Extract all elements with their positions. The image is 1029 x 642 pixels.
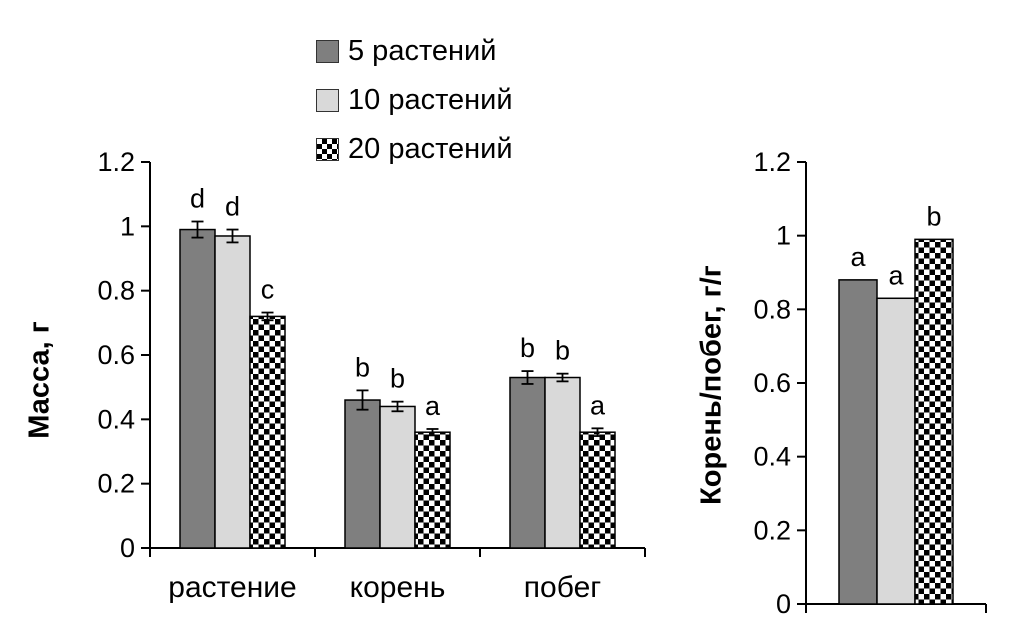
legend-item-10-plants: 10 растений	[316, 81, 513, 119]
significance-letter: a	[425, 391, 441, 421]
y-tick-label: 1.2	[97, 147, 135, 177]
y-tick-label: 0.8	[97, 276, 135, 306]
bar	[249, 315, 286, 549]
significance-letter: b	[390, 364, 405, 394]
y-tick-label: 0	[776, 589, 791, 619]
bar	[509, 376, 546, 549]
legend-swatch-solid-light	[316, 88, 339, 112]
legend-label: 5 растений	[348, 34, 497, 67]
bar	[838, 279, 878, 605]
bar	[914, 238, 954, 605]
significance-letter: b	[520, 333, 535, 363]
x-category-label: побег	[524, 571, 601, 604]
y-tick-label: 0	[120, 533, 135, 563]
bar	[214, 235, 251, 549]
legend-swatch-checker	[316, 137, 339, 161]
bar	[544, 376, 581, 549]
significance-letter: a	[850, 242, 866, 272]
bar	[414, 431, 451, 549]
legend-label: 10 растений	[348, 83, 513, 116]
legend-swatch-solid-dark	[316, 39, 339, 63]
y-tick-label: 0.4	[753, 442, 791, 472]
y-tick-label: 0.6	[753, 368, 791, 398]
x-category-label: корень	[350, 571, 446, 604]
y-tick-label: 1.2	[753, 147, 791, 177]
y-tick-label: 0.6	[97, 340, 135, 370]
significance-letter: b	[555, 336, 570, 366]
right-y-axis-title: Корень/побег, г/г	[695, 265, 728, 505]
significance-letter: a	[590, 390, 606, 420]
bar	[579, 431, 616, 549]
left-y-axis-title: Масса, г	[23, 321, 56, 439]
significance-letter: a	[888, 260, 904, 290]
bar	[379, 405, 416, 549]
significance-letter: b	[355, 352, 370, 382]
legend-label: 20 растений	[348, 132, 513, 165]
y-tick-label: 0.8	[753, 294, 791, 324]
significance-letter: d	[225, 192, 240, 222]
y-tick-label: 0.4	[97, 404, 135, 434]
legend-item-5-plants: 5 растений	[316, 32, 513, 70]
x-category-label: растение	[168, 571, 296, 604]
y-tick-label: 1	[120, 211, 135, 241]
bar	[344, 399, 381, 549]
y-tick-label: 0.2	[753, 515, 791, 545]
legend: 5 растений 10 растений 20 растений	[316, 32, 513, 168]
significance-letter: c	[261, 275, 275, 305]
bar	[876, 297, 916, 605]
legend-item-20-plants: 20 растений	[316, 130, 513, 168]
significance-letter: b	[926, 201, 941, 231]
y-tick-label: 1	[776, 221, 791, 251]
bar	[179, 228, 216, 549]
y-tick-label: 0.2	[97, 469, 135, 499]
significance-letter: d	[190, 184, 205, 214]
